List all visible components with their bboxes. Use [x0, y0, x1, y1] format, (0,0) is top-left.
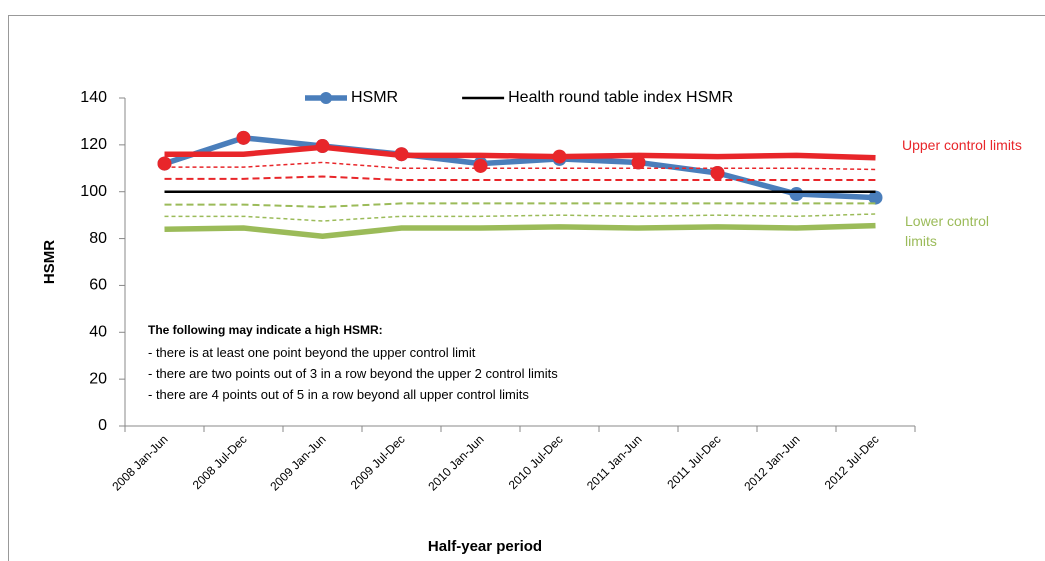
y-tick-label: 20 — [89, 370, 107, 387]
y-tick-label: 100 — [80, 183, 107, 200]
y-tick-label: 40 — [89, 324, 107, 341]
y-tick-label: 60 — [89, 277, 107, 294]
x-tick-label: 2011 Jul-Dec — [664, 432, 723, 491]
y-axis-title: HSMR — [41, 240, 58, 284]
legend-label: HSMR — [351, 89, 398, 106]
series-line — [164, 144, 876, 161]
series-line — [164, 222, 876, 239]
note-line: - there are 4 points out of 5 in a row b… — [148, 387, 529, 402]
x-tick-label: 2009 Jan-Jun — [267, 432, 328, 493]
x-tick-label: 2012 Jul-Dec — [822, 432, 882, 492]
x-tick-label: 2009 Jul-Dec — [348, 432, 408, 492]
legend-label: Health round table index HSMR — [508, 89, 733, 106]
x-tick-label: 2010 Jan-Jun — [425, 432, 486, 493]
chart-frame — [8, 15, 1045, 561]
series-marker — [157, 156, 172, 171]
y-tick-label: 80 — [89, 230, 107, 247]
x-tick-label: 2008 Jul-Dec — [190, 432, 250, 492]
x-tick-label: 2011 Jan-Jun — [584, 432, 645, 493]
series-marker — [789, 187, 804, 202]
lower-label: Lower control limits — [905, 213, 990, 249]
series-marker — [868, 190, 883, 205]
series-line — [164, 213, 876, 222]
series-marker — [552, 149, 567, 164]
series-marker — [394, 147, 409, 162]
series-marker — [473, 158, 488, 173]
series-marker — [631, 155, 646, 170]
x-axis-title: Half-year period — [428, 538, 542, 555]
y-tick-label: 140 — [80, 89, 107, 106]
series-marker — [710, 165, 725, 180]
series-line — [163, 135, 876, 201]
x-tick-label: 2008 Jan-Jun — [109, 432, 170, 493]
x-tick-label: 2010 Jul-Dec — [506, 432, 566, 492]
y-tick-label: 120 — [80, 136, 107, 153]
series-line — [164, 175, 876, 181]
x-tick-label: 2012 Jan-Jun — [741, 432, 802, 493]
y-tick-label: 0 — [98, 417, 107, 434]
note-line: - there are two points out of 3 in a row… — [148, 366, 558, 381]
upper-label: Upper control limits — [902, 137, 1022, 153]
note-line: - there is at least one point beyond the… — [148, 345, 476, 360]
series-marker — [236, 130, 251, 145]
series-line — [164, 202, 876, 208]
legend-marker — [320, 92, 332, 104]
series-marker — [315, 139, 330, 154]
note-heading: The following may indicate a high HSMR: — [148, 323, 383, 337]
